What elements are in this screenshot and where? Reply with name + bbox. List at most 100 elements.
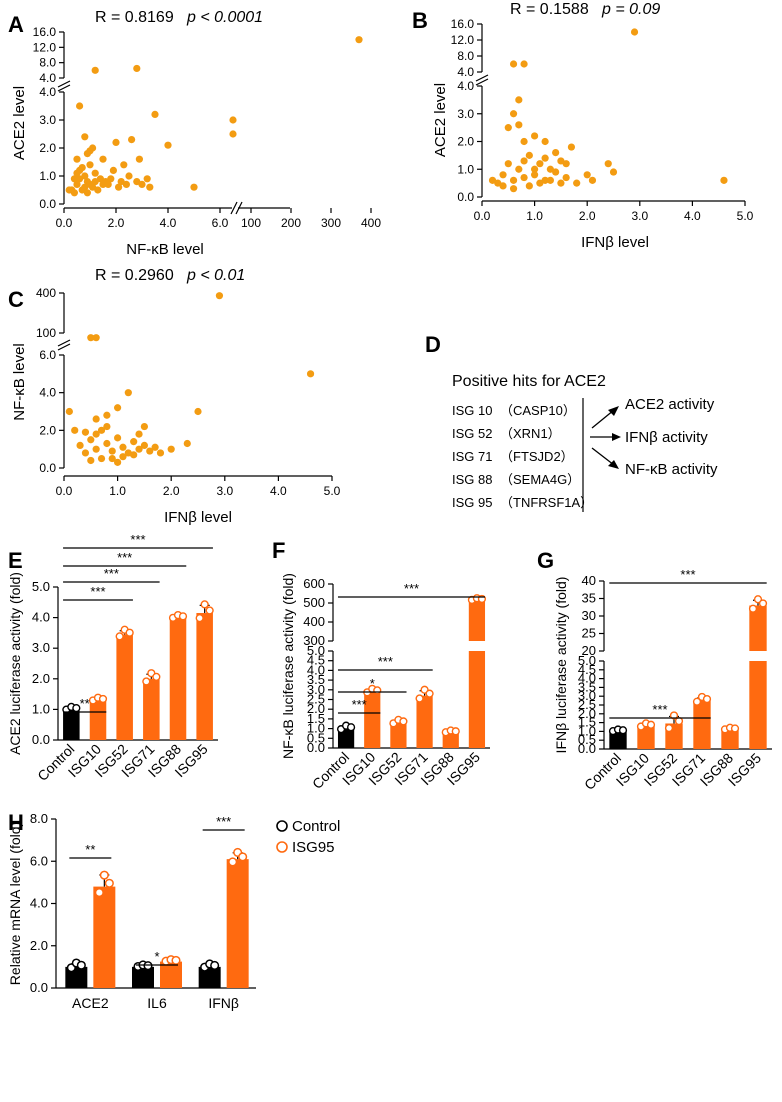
axis-break: [230, 201, 238, 215]
data-point: [520, 60, 528, 68]
significance-label: **: [85, 842, 95, 857]
y-tick-label: 3.0: [457, 107, 474, 121]
replicate-dot: [143, 961, 153, 971]
bar: [749, 661, 767, 749]
data-point: [76, 102, 84, 110]
panel-label-d: D: [425, 332, 441, 357]
data-point: [114, 404, 122, 412]
data-point: [488, 176, 497, 184]
scatter-chart-c: R = 0.2960 p < 0.01 0.0 2.0 4.0 6.0 100 400 0.0 1…: [11, 267, 341, 526]
data-point: [536, 179, 544, 187]
data-point: [306, 370, 315, 378]
significance-label: ***: [352, 697, 367, 712]
replicate-dot: [451, 727, 460, 736]
y-tick-label: 0.5: [307, 730, 325, 745]
data-point: [138, 180, 146, 188]
x-tick-label: 300: [321, 216, 341, 230]
data-point: [114, 434, 122, 442]
y-tick-label: 0.0: [32, 732, 50, 747]
data-point: [552, 149, 560, 157]
data-point: [229, 116, 237, 124]
x-tick-label: 100: [241, 216, 261, 230]
y-tick-label: 25: [582, 626, 596, 641]
positive-hits-panel: Positive hits for ACE2 ISG 10 （CASP10） I…: [452, 373, 718, 512]
stat-r: R = 0.8169: [95, 9, 174, 26]
data-point: [73, 180, 81, 188]
y-tick-label: 1.0: [578, 723, 596, 738]
replicate-dot: [415, 694, 424, 703]
y-tick-label: 0.0: [457, 190, 474, 204]
significance-label: ***: [378, 654, 393, 669]
significance-label: ***: [117, 550, 132, 565]
data-point: [86, 161, 94, 169]
x-tick-label: 2.0: [163, 484, 180, 498]
data-point: [128, 136, 136, 144]
data-point: [140, 441, 148, 449]
outcome-label: NF-κB activity: [625, 461, 718, 478]
y-axis-label: NF-κB luciferase activity (fold): [280, 573, 296, 759]
y-tick-label: 500: [303, 595, 325, 610]
legend-label: ISG95: [292, 839, 335, 856]
data-point: [151, 443, 159, 451]
hit-isg: ISG 52: [452, 426, 492, 441]
stat-p: p < 0.01: [186, 267, 245, 284]
y-tick-label: 5.0: [307, 643, 325, 658]
replicate-dot: [669, 711, 679, 720]
replicate-dot: [200, 600, 209, 609]
significance-label: ***: [104, 566, 119, 581]
replicate-dot: [195, 614, 204, 623]
data-point: [130, 438, 138, 446]
panel-label-e: E: [8, 548, 23, 573]
significance-label: ***: [652, 702, 667, 717]
data-point: [215, 292, 224, 300]
y-tick-label: 0.0: [578, 741, 596, 756]
data-point: [97, 454, 106, 463]
panel-label-h: H: [8, 810, 24, 835]
replicate-dot: [152, 672, 161, 681]
y-tick-label: 1.0: [457, 162, 474, 176]
y-tick-label: 3.0: [39, 113, 56, 127]
replicate-dot: [115, 632, 124, 641]
data-point: [509, 176, 518, 184]
y-tick-label: 4.5: [578, 662, 596, 677]
data-point: [588, 176, 597, 184]
replicate-dot: [758, 599, 768, 608]
hit-gene: （SEMA4G）: [500, 472, 580, 487]
data-point: [499, 171, 507, 179]
data-point: [720, 176, 728, 184]
y-tick-label: 400: [36, 286, 56, 300]
significance-label: ***: [680, 567, 695, 582]
y-tick-label: 3.5: [578, 679, 596, 694]
y-tick-label: 300: [303, 633, 325, 648]
axis-break: [57, 80, 71, 88]
data-point: [499, 182, 507, 190]
replicate-dot: [142, 677, 151, 686]
y-tick-label: 2.0: [32, 671, 50, 686]
data-point: [146, 447, 154, 455]
y-tick-label: 0.0: [307, 740, 325, 755]
data-point: [124, 389, 132, 397]
data-point: [567, 143, 576, 151]
category-label: ACE2: [72, 995, 109, 1011]
x-tick-label: 5.0: [737, 209, 754, 223]
replicate-dot: [76, 960, 86, 970]
category-label: ISG95: [725, 750, 765, 790]
data-point: [112, 138, 120, 146]
y-tick-label: 12.0: [33, 40, 57, 54]
data-point: [130, 451, 138, 459]
y-tick-label: 6.0: [30, 853, 48, 868]
bar-chart-g: 0.00.51.01.52.02.53.03.54.04.55.020 25 30 3…: [553, 567, 772, 793]
data-point: [525, 182, 533, 190]
y-tick-label: 20: [582, 643, 596, 658]
data-point: [107, 175, 115, 183]
y-tick-label: 4.0: [39, 71, 56, 85]
stat-p: p = 0.09: [601, 1, 660, 18]
significance-label: *: [370, 676, 375, 691]
scatter-chart-b: R = 0.1588 p = 0.090.01.02.03.04.04.08.01…: [432, 1, 754, 251]
data-point: [515, 121, 523, 129]
bar: [442, 732, 459, 748]
axis-break: [57, 339, 71, 347]
bar: [721, 729, 739, 749]
data-point: [146, 183, 154, 191]
